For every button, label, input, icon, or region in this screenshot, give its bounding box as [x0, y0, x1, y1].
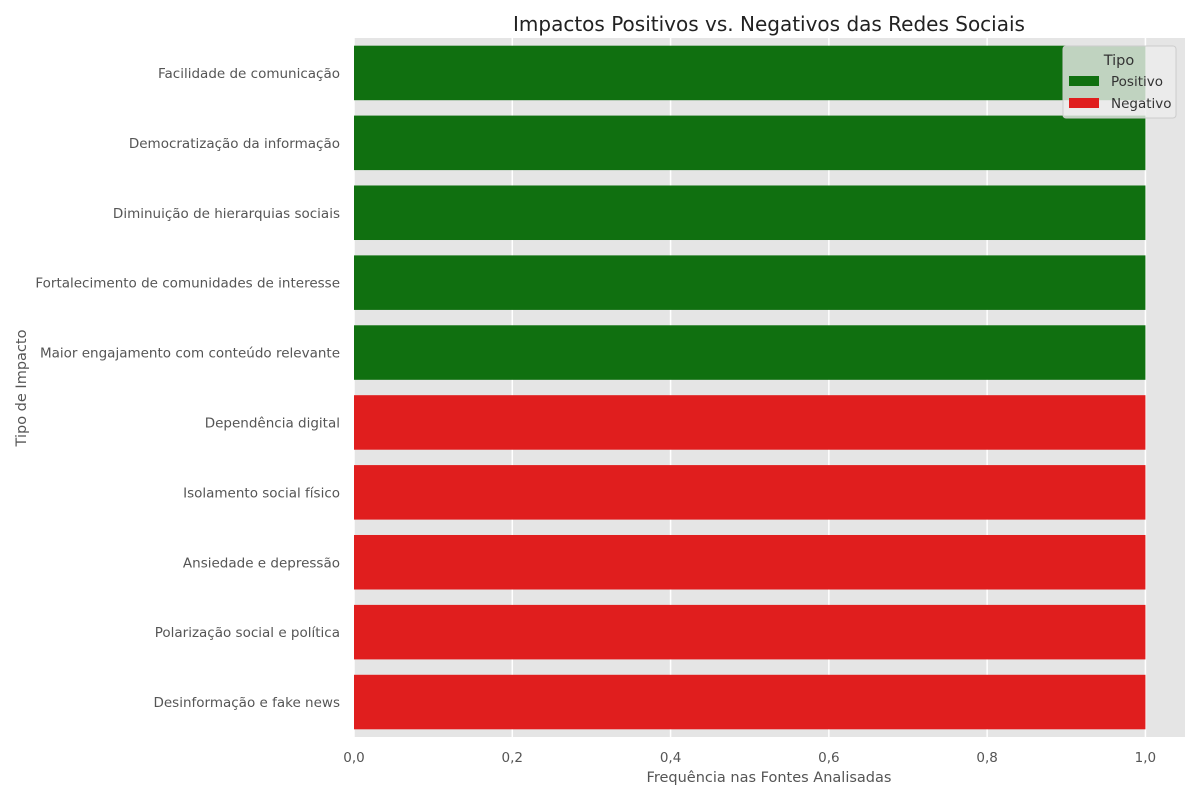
bar: [354, 255, 1146, 310]
y-axis-label: Tipo de Impacto: [14, 329, 30, 447]
y-tick-label: Dependência digital: [205, 415, 340, 431]
bar: [354, 115, 1146, 171]
bar: [354, 674, 1146, 730]
bar: [354, 45, 1146, 101]
bars: [354, 45, 1146, 730]
legend-title: Tipo: [1103, 53, 1135, 69]
x-tick-label: 0,4: [660, 750, 681, 766]
x-tick-label: 0,8: [976, 750, 997, 766]
x-tick-label: 0,2: [502, 750, 523, 766]
y-tick-label: Diminuição de hierarquias sociais: [113, 206, 340, 222]
x-tick-label: 1,0: [1135, 750, 1156, 766]
bar: [354, 325, 1146, 380]
bar: [354, 395, 1146, 450]
bar: [354, 185, 1146, 241]
legend-label-positivo: Positivo: [1111, 74, 1163, 90]
legend-swatch-negativo: [1069, 98, 1099, 108]
x-axis-label: Frequência nas Fontes Analisadas: [647, 770, 892, 786]
y-tick-label: Fortalecimento de comunidades de interes…: [35, 276, 340, 292]
y-tick-label: Polarização social e política: [155, 625, 340, 641]
x-tick-labels: 0,0 0,2 0,4 0,6 0,8 1,0: [343, 750, 1156, 766]
y-tick-label: Desinformação e fake news: [153, 695, 340, 711]
bar: [354, 465, 1146, 520]
bar: [354, 534, 1146, 590]
legend-swatch-positivo: [1069, 76, 1099, 86]
x-tick-label: 0,0: [343, 750, 364, 766]
chart-title: Impactos Positivos vs. Negativos das Red…: [513, 12, 1025, 36]
x-tick-label: 0,6: [818, 750, 839, 766]
y-tick-label: Ansiedade e depressão: [183, 555, 340, 571]
y-tick-label: Facilidade de comunicação: [158, 66, 340, 82]
y-tick-labels: Facilidade de comunicação Democratização …: [35, 66, 340, 711]
y-tick-label: Isolamento social físico: [183, 485, 340, 501]
legend: Tipo Positivo Negativo: [1062, 45, 1177, 119]
legend-label-negativo: Negativo: [1111, 96, 1172, 112]
y-tick-label: Maior engajamento com conteúdo relevante: [40, 346, 340, 362]
y-tick-label: Democratização da informação: [129, 136, 340, 152]
bar: [354, 604, 1146, 660]
